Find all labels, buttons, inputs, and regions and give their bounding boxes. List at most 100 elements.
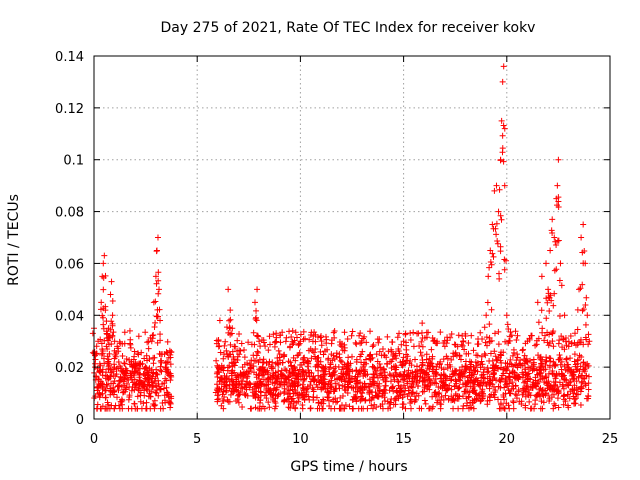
- data-point: [365, 383, 372, 390]
- data-point: [398, 388, 405, 395]
- data-point: [235, 399, 242, 406]
- data-point: [491, 187, 498, 194]
- data-point: [387, 378, 394, 385]
- data-point: [412, 356, 419, 363]
- data-point: [410, 329, 417, 336]
- data-point: [458, 341, 465, 348]
- data-point: [352, 339, 359, 346]
- data-point: [357, 330, 364, 337]
- data-point: [561, 363, 568, 370]
- data-point: [144, 386, 151, 393]
- data-point: [129, 379, 136, 386]
- data-point: [259, 372, 266, 379]
- data-point: [551, 361, 558, 368]
- data-point: [228, 330, 235, 337]
- x-axis-label: GPS time / hours: [290, 459, 407, 475]
- data-point: [231, 388, 238, 395]
- data-point: [99, 312, 106, 319]
- data-point: [341, 386, 348, 393]
- data-point: [265, 378, 272, 385]
- data-point: [344, 390, 351, 397]
- data-point: [484, 299, 491, 306]
- data-point: [245, 339, 252, 346]
- data-point: [117, 365, 124, 372]
- data-point: [521, 352, 528, 359]
- data-point: [224, 364, 231, 371]
- data-point: [346, 403, 353, 410]
- data-point: [139, 381, 146, 388]
- data-point: [239, 377, 246, 384]
- data-point: [366, 352, 373, 359]
- data-point: [529, 383, 536, 390]
- data-point: [155, 277, 162, 284]
- data-point: [375, 383, 382, 390]
- data-point: [374, 336, 381, 343]
- data-point: [487, 247, 494, 254]
- data-point: [502, 378, 509, 385]
- data-point: [459, 405, 466, 412]
- data-point: [459, 363, 466, 370]
- data-point: [585, 362, 592, 369]
- data-point: [505, 387, 512, 394]
- data-point: [251, 357, 258, 364]
- data-point: [382, 378, 389, 385]
- data-point: [111, 405, 118, 412]
- data-point: [484, 364, 491, 371]
- data-point: [131, 353, 138, 360]
- data-point: [437, 383, 444, 390]
- data-point: [323, 340, 330, 347]
- data-point: [506, 370, 513, 377]
- data-point: [218, 402, 225, 409]
- data-point: [237, 347, 244, 354]
- data-point: [213, 370, 220, 377]
- data-point: [546, 395, 553, 402]
- data-point: [318, 333, 325, 340]
- data-point: [578, 379, 585, 386]
- data-point: [118, 367, 125, 374]
- data-points: [89, 63, 593, 412]
- data-point: [508, 361, 515, 368]
- data-point: [301, 396, 308, 403]
- data-point: [501, 125, 508, 132]
- y-tick-label: 0.02: [55, 361, 84, 376]
- data-point: [524, 338, 531, 345]
- data-point: [374, 364, 381, 371]
- data-point: [479, 386, 486, 393]
- data-point: [539, 373, 546, 380]
- data-point: [495, 341, 502, 348]
- data-point: [554, 182, 561, 189]
- data-point: [532, 382, 539, 389]
- data-point: [144, 339, 151, 346]
- data-point: [452, 351, 459, 358]
- data-point: [241, 347, 248, 354]
- data-point: [287, 343, 294, 350]
- data-point: [481, 366, 488, 373]
- data-point: [358, 339, 365, 346]
- data-point: [157, 331, 164, 338]
- data-point: [317, 374, 324, 381]
- data-point: [452, 382, 459, 389]
- data-point: [551, 387, 558, 394]
- data-point: [153, 366, 160, 373]
- data-point: [480, 369, 487, 376]
- data-point: [579, 372, 586, 379]
- data-point: [167, 351, 174, 358]
- data-point: [455, 395, 462, 402]
- data-point: [254, 286, 261, 293]
- data-point: [545, 290, 552, 297]
- data-point: [300, 336, 307, 343]
- data-point: [150, 299, 157, 306]
- data-point: [449, 368, 456, 375]
- y-tick-label: 0.04: [55, 309, 84, 324]
- data-point: [328, 337, 335, 344]
- data-point: [478, 374, 485, 381]
- data-point: [136, 371, 143, 378]
- data-point: [468, 378, 475, 385]
- data-point: [116, 383, 123, 390]
- data-point: [410, 343, 417, 350]
- data-point: [324, 389, 331, 396]
- data-point: [369, 363, 376, 370]
- data-point: [284, 396, 291, 403]
- data-point: [500, 370, 507, 377]
- data-point: [435, 390, 442, 397]
